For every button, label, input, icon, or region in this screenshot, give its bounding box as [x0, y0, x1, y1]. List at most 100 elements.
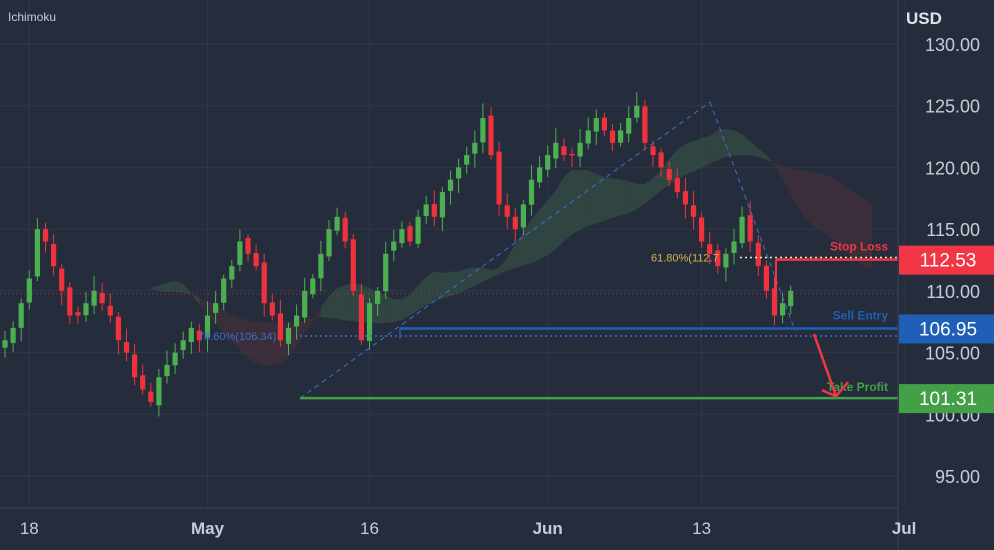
candle-body [261, 262, 267, 304]
cloud-segment [239, 318, 248, 359]
candle-body [26, 278, 32, 303]
candle-body [358, 294, 364, 341]
cloud-segment [231, 314, 240, 350]
candle-body [34, 229, 40, 277]
candle-body [763, 265, 769, 291]
ichimoku-cloud [86, 129, 872, 367]
cloud-segment [547, 190, 556, 256]
candle-body [132, 354, 138, 378]
cloud-segment [701, 135, 710, 168]
candle-body [140, 375, 146, 390]
candle-body [67, 287, 73, 316]
candle-body [277, 313, 283, 341]
candle-body [771, 288, 778, 316]
candle-body [172, 352, 178, 366]
indicator-label[interactable]: Ichimoku [8, 10, 56, 24]
candle-body [375, 290, 381, 304]
cloud-segment [312, 307, 321, 322]
candle-body [626, 118, 632, 134]
time-tick-label: Jul [892, 519, 917, 538]
candle-body [447, 179, 454, 191]
candle-body [472, 142, 478, 154]
cloud-segment [636, 183, 645, 210]
fib-618-label: 61.80%(112.7 [651, 253, 719, 265]
candle-body [221, 278, 227, 303]
cloud-segment [450, 271, 459, 297]
candle-series [2, 92, 794, 417]
cloud-segment [612, 178, 621, 218]
candle-body [391, 241, 397, 251]
candle-body [593, 118, 599, 132]
candle-body [618, 130, 624, 143]
cloud-segment [345, 282, 354, 322]
cloud-segment [499, 257, 508, 275]
candle-body [488, 115, 494, 156]
candle-body [415, 216, 421, 244]
cloud-segment [580, 170, 589, 230]
candle-body [634, 105, 640, 118]
candle-body [383, 253, 389, 292]
cloud-segment [175, 281, 184, 293]
candle-body [682, 191, 688, 205]
candle-body [294, 315, 300, 327]
cloud-segment [766, 155, 775, 165]
cloud-segment [539, 200, 548, 260]
price-tick-label: 115.00 [926, 220, 980, 240]
cloud-segment [555, 177, 564, 250]
cloud-segment [815, 172, 824, 232]
time-tick-label: Jun [533, 519, 563, 538]
cloud-segment [782, 166, 791, 195]
cloud-segment [596, 174, 605, 224]
cloud-segment [693, 138, 702, 172]
cloud-segment [434, 271, 443, 302]
cloud-segment [191, 293, 200, 305]
candle-body [51, 244, 57, 267]
candle-body [156, 377, 162, 406]
candle-body [504, 205, 510, 217]
candle-body [253, 253, 259, 267]
candle-body [91, 290, 97, 306]
candle-body [115, 316, 121, 341]
candle-body [788, 290, 794, 307]
candle-body [269, 302, 275, 316]
candle-body [204, 315, 211, 338]
candle-body [285, 327, 292, 344]
cloud-segment [604, 177, 613, 221]
price-badge [899, 384, 994, 414]
candle-body [674, 178, 680, 193]
cloud-segment [150, 285, 159, 291]
price-badge [899, 245, 994, 275]
candle-body [520, 204, 526, 228]
cloud-segment [183, 284, 192, 295]
time-tick-label: 18 [20, 519, 39, 538]
candle-body [456, 167, 462, 179]
cloud-segment [790, 168, 799, 209]
candle-body [123, 342, 130, 353]
candle-body [545, 155, 551, 170]
price-badge-label: 106.95 [919, 320, 977, 341]
cloud-segment [620, 179, 629, 216]
cloud-segment [401, 294, 410, 320]
cloud-segment [531, 209, 540, 263]
candle-body [601, 117, 607, 131]
cloud-segment [750, 141, 759, 157]
candle-body [318, 253, 324, 279]
take-profit-label: Take Profit [827, 380, 888, 394]
cloud-segment [410, 285, 419, 316]
retracement-trendline [299, 101, 711, 399]
cloud-segment [248, 320, 257, 364]
cloud-segment [685, 141, 694, 176]
cloud-segment [628, 181, 637, 214]
candle-body [431, 204, 437, 217]
cloud-segment [563, 170, 572, 242]
cloud-segment [158, 282, 167, 292]
candle-body [707, 244, 713, 254]
cloud-segment [717, 129, 726, 160]
cloud-segment [863, 198, 872, 269]
candle-body [180, 340, 186, 351]
candle-body [739, 216, 745, 244]
candle-body [528, 179, 535, 205]
